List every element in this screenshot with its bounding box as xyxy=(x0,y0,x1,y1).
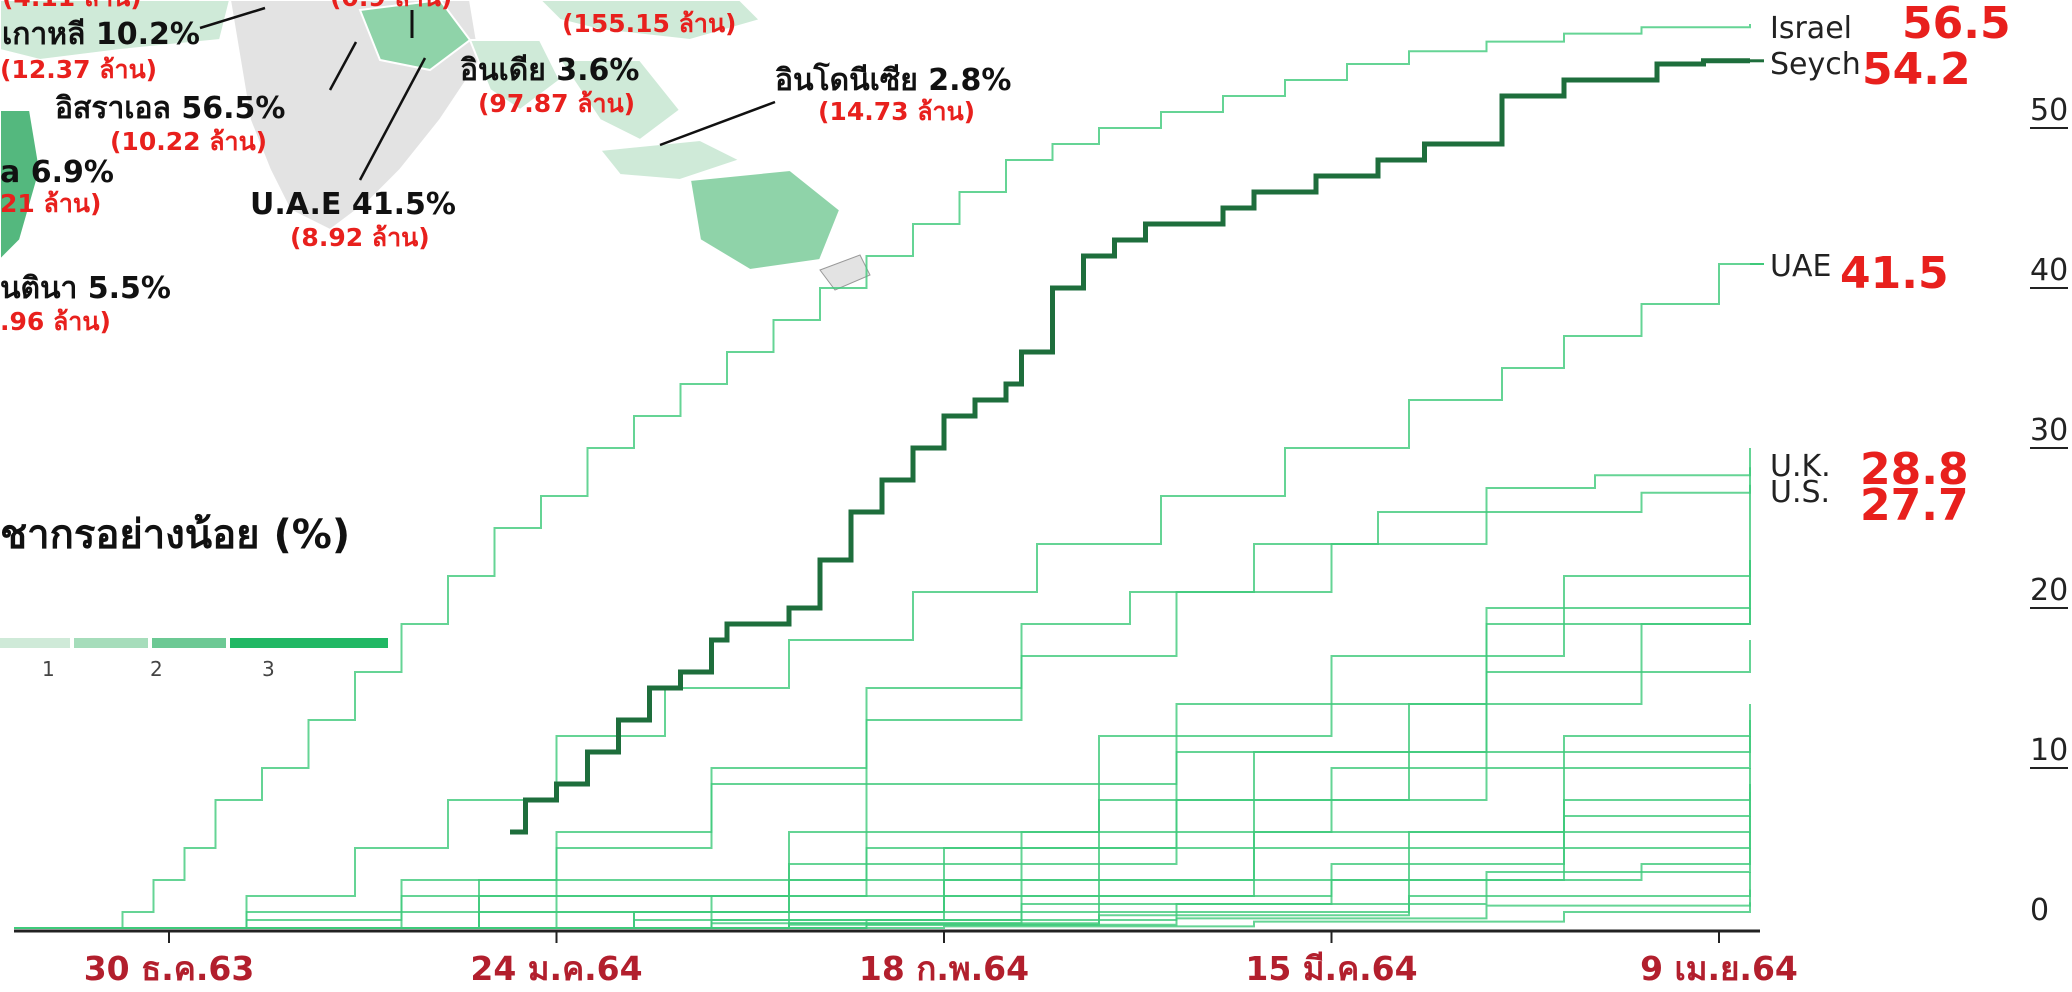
x-tick-label: 30 ธ.ค.63 xyxy=(84,949,255,988)
x-tick-label: 9 เม.ย.64 xyxy=(1640,949,1798,988)
israel-sub: (10.22 ล้าน) xyxy=(110,127,267,156)
map-australia xyxy=(688,168,842,272)
end-label-name: U.S. xyxy=(1770,475,1830,510)
series-line xyxy=(14,848,1751,929)
y-tick-label: 0 xyxy=(2030,893,2049,928)
map-southeast-asia xyxy=(558,59,682,142)
uae-arrow xyxy=(358,57,427,181)
indonesia-sub: (14.73 ล้าน) xyxy=(818,97,975,126)
map-south-america xyxy=(0,109,42,262)
series-line xyxy=(14,902,1751,929)
legend-tick-1: 1 xyxy=(42,657,55,681)
map-middle-east xyxy=(358,0,472,72)
end-labels: Israel 56.5 Seych 54.2 UAE 41.5 U.K. 28.8 U.S. 27… xyxy=(1750,0,2011,531)
map-indonesia xyxy=(598,138,743,182)
end-label-name: Seych xyxy=(1770,47,1861,82)
legend-tick-2: 2 xyxy=(150,657,163,681)
x-tick-label: 15 มี.ค.64 xyxy=(1245,949,1417,988)
series-line xyxy=(14,263,1750,929)
legend-swatch-3 xyxy=(230,638,388,648)
bahrain-sub: (0.9 ล้าน) xyxy=(330,0,452,12)
map-europe xyxy=(0,0,232,62)
map-india xyxy=(468,39,562,112)
y-tick-label: 30 xyxy=(2030,413,2068,448)
axis-layer: 30 ธ.ค.63 24 ม.ค.64 18 ก.พ.64 15 มี.ค.64 9 เ… xyxy=(14,93,2068,988)
korea-top-sub: (4.11 ล้าน) xyxy=(2,0,142,12)
israel-label: อิสราเอล 56.5% xyxy=(55,91,285,126)
world-map xyxy=(0,0,871,291)
map-new-zealand xyxy=(819,254,871,291)
argentina-sub: .96 ล้าน) xyxy=(0,307,111,336)
end-label-name: Israel xyxy=(1770,11,1852,46)
y-tick-label: 20 xyxy=(2030,573,2068,608)
series-line xyxy=(14,484,1751,929)
series-line xyxy=(14,448,1751,929)
brazil-sub: 21 ล้าน) xyxy=(0,189,101,218)
series-line xyxy=(14,467,1751,929)
y-tick-label: 10 xyxy=(2030,733,2068,768)
end-label-name: U.K. xyxy=(1770,449,1831,484)
series-line-highlight xyxy=(510,58,1750,835)
legend-tick-3: 3 xyxy=(262,657,275,681)
series-line xyxy=(14,832,1751,929)
series-line xyxy=(14,704,1751,929)
legend-title: ชากรอย่างน้อย (%) xyxy=(0,512,350,558)
uae-label: U.A.E 41.5% xyxy=(250,187,456,222)
korea-label: เกาหลี 10.2% xyxy=(2,17,200,52)
argentina-label: นตินา 5.5% xyxy=(0,271,171,306)
x-tick-label: 18 ก.พ.64 xyxy=(859,949,1029,988)
china-sub: (155.15 ล้าน) xyxy=(562,9,736,38)
series-line xyxy=(14,24,1751,929)
series-line xyxy=(14,560,1751,929)
india-label: อินเดีย 3.6% xyxy=(460,53,640,88)
map-china xyxy=(538,0,762,42)
end-label-value: 27.7 xyxy=(1860,480,1969,531)
end-label-value: 41.5 xyxy=(1840,248,1949,299)
korea-arrow xyxy=(199,6,266,30)
india-sub: (97.87 ล้าน) xyxy=(478,89,635,118)
series-layer xyxy=(14,24,1751,929)
uae-sub: (8.92 ล้าน) xyxy=(290,223,430,252)
israel-arrow xyxy=(328,41,358,91)
end-label-value: 56.5 xyxy=(1902,0,2011,49)
series-line xyxy=(14,720,1751,929)
series-line xyxy=(14,792,1751,929)
x-tick-label: 24 ม.ค.64 xyxy=(470,949,642,988)
indonesia-label: อินโดนีเซีย 2.8% xyxy=(775,61,1011,98)
end-label-value: 54.2 xyxy=(1862,44,1971,95)
legend-swatch-2 xyxy=(152,638,226,648)
legend-swatch-1 xyxy=(74,638,148,648)
brazil-label: a 6.9% xyxy=(0,155,114,190)
korea-sub: (12.37 ล้าน) xyxy=(0,55,157,84)
legend-swatch-0 xyxy=(0,638,70,648)
end-label-value: 28.8 xyxy=(1860,444,1969,495)
map-annotations: (4.11 ล้าน) เกาหลี 10.2% (12.37 ล้าน) (0… xyxy=(0,0,1011,336)
legend: ชากรอย่างน้อย (%) 1 2 3 xyxy=(0,512,388,681)
y-tick-label: 50 xyxy=(2030,93,2068,128)
indonesia-arrow xyxy=(659,100,776,147)
y-tick-label: 40 xyxy=(2030,253,2068,288)
end-label-name: UAE xyxy=(1770,249,1831,284)
